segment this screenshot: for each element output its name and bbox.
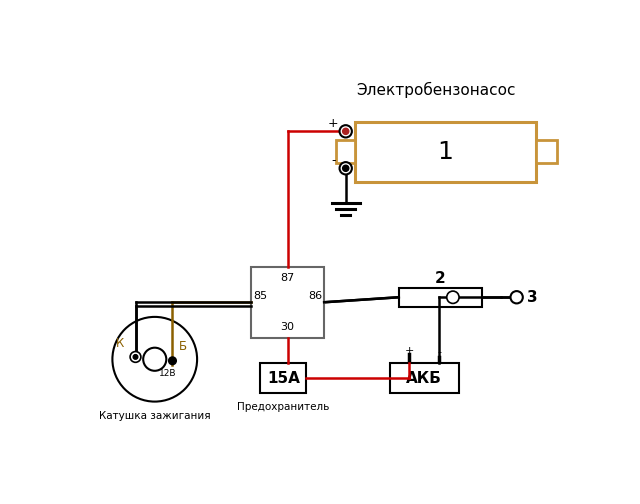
Circle shape (340, 162, 352, 174)
Text: АКБ: АКБ (406, 370, 442, 386)
Text: Б: Б (179, 340, 188, 353)
Text: 85: 85 (253, 291, 268, 301)
Circle shape (130, 352, 141, 362)
Text: Предохранитель: Предохранитель (237, 402, 330, 412)
Text: -: - (438, 347, 442, 357)
Text: Электробензонасос: Электробензонасос (356, 82, 516, 98)
Circle shape (113, 317, 197, 402)
FancyBboxPatch shape (390, 363, 459, 393)
Text: 86: 86 (308, 291, 322, 301)
Circle shape (447, 291, 459, 303)
FancyBboxPatch shape (536, 140, 557, 163)
Circle shape (340, 125, 352, 138)
Circle shape (143, 348, 166, 371)
FancyBboxPatch shape (260, 363, 307, 393)
Text: -: - (331, 154, 335, 167)
Text: 15А: 15А (267, 370, 300, 386)
Text: 2: 2 (435, 271, 446, 286)
Text: 30: 30 (280, 322, 294, 332)
FancyBboxPatch shape (399, 288, 482, 307)
Circle shape (133, 355, 138, 359)
Circle shape (342, 165, 349, 171)
FancyBboxPatch shape (336, 140, 355, 163)
FancyBboxPatch shape (355, 122, 536, 182)
Text: +: + (404, 346, 413, 356)
Text: 1: 1 (438, 140, 453, 164)
FancyBboxPatch shape (251, 267, 324, 338)
Text: К: К (116, 337, 124, 350)
Text: Катушка зажигания: Катушка зажигания (99, 411, 211, 421)
Circle shape (168, 357, 176, 364)
Circle shape (342, 128, 349, 135)
Text: 87: 87 (280, 273, 294, 283)
Text: 3: 3 (527, 290, 538, 305)
Text: +: + (328, 117, 339, 130)
Circle shape (511, 291, 523, 303)
Text: 12В: 12В (159, 368, 177, 377)
